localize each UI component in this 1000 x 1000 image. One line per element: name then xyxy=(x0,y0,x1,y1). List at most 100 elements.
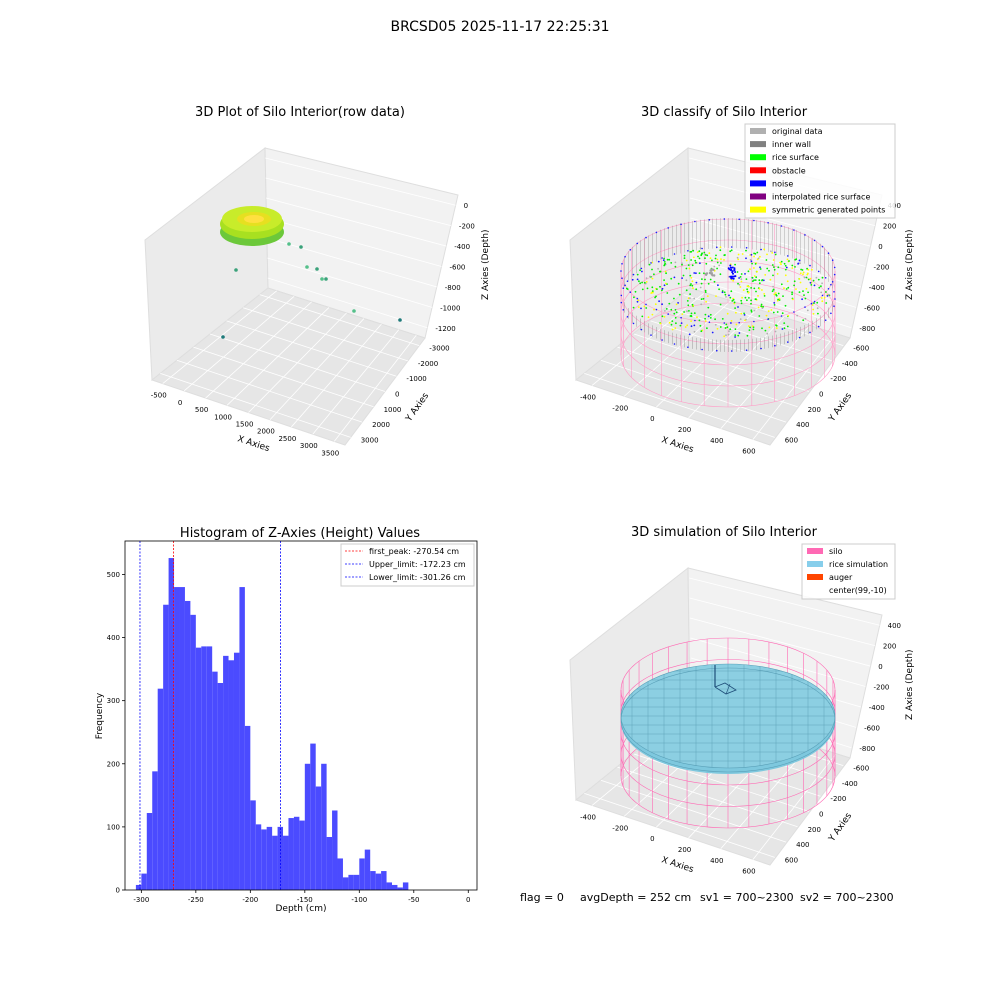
panel2-noise-point xyxy=(629,291,632,294)
panel2-data-point xyxy=(805,287,808,290)
panel2-data-point xyxy=(689,284,692,287)
panel2-data-point xyxy=(736,271,739,273)
panel2-noise-point xyxy=(661,257,663,259)
panel2-data-point xyxy=(645,307,648,309)
panel2-data-point xyxy=(693,297,696,300)
panel2-data-point xyxy=(725,334,727,337)
histogram-legend-label: first_peak: -270.54 cm xyxy=(369,547,459,556)
panel2-data-point xyxy=(738,283,741,286)
panel2-classified-points xyxy=(620,218,836,352)
panel2-data-point xyxy=(806,309,809,312)
panel2-data-point xyxy=(706,327,708,330)
panel2-data-point xyxy=(719,326,722,328)
panel2-data-point xyxy=(700,298,703,301)
panel2-data-point xyxy=(788,260,790,262)
panel4-xlabel: X Axies xyxy=(660,855,695,875)
panel2-noise-point xyxy=(824,319,827,322)
p1-y-tick: 3000 xyxy=(361,436,379,444)
panel2-data-point xyxy=(643,305,646,308)
panel2-data-point xyxy=(725,323,728,326)
panel2-data-point xyxy=(691,264,694,267)
histogram-bar xyxy=(277,826,284,890)
panel2-cluster-point xyxy=(734,275,737,278)
panel2-data-point xyxy=(803,276,806,279)
panel2-noise-point xyxy=(830,312,832,315)
panel2-data-point xyxy=(739,276,742,278)
panel2-data-point xyxy=(743,312,745,315)
panel2-data-point xyxy=(674,316,677,319)
p4-x-tick: 0 xyxy=(650,835,654,843)
panel2-noise-point xyxy=(730,246,733,248)
panel2-data-point xyxy=(661,303,663,306)
panel2-noise-point xyxy=(620,301,623,304)
panel2-data-point xyxy=(801,269,804,271)
panel2-data-point xyxy=(729,250,732,253)
panel2-data-point xyxy=(695,261,697,264)
panel2-data-point xyxy=(693,324,696,327)
panel2-data-point xyxy=(723,259,725,261)
panel2-noise-point xyxy=(730,350,733,352)
panel2-cluster-point xyxy=(729,264,732,267)
panel2-noise-point xyxy=(830,283,832,286)
panel1-outlier-point xyxy=(324,277,328,281)
panel2-data-point xyxy=(703,253,706,255)
panel2-data-point xyxy=(663,315,666,318)
panel2-data-point xyxy=(661,287,664,290)
panel2-data-point xyxy=(703,272,705,275)
histogram-bar xyxy=(348,874,354,890)
panel2-noise-point xyxy=(817,270,820,273)
panel2-data-point xyxy=(707,306,710,309)
panel2-data-point xyxy=(661,315,664,318)
p2-z-tick: 0 xyxy=(878,243,882,251)
panel2-data-point xyxy=(770,250,772,253)
panel2-data-point xyxy=(801,298,803,301)
panel2-data-point xyxy=(704,317,706,320)
histogram-bar xyxy=(402,882,409,890)
panel2-data-point xyxy=(716,327,719,330)
histogram-bar xyxy=(244,725,251,890)
panel2-data-point xyxy=(659,322,662,325)
panel2-noise-point xyxy=(767,222,769,224)
p1-z-tick: -1000 xyxy=(440,304,460,312)
panel2-data-point xyxy=(715,254,717,257)
histogram-x-tick-label: -150 xyxy=(297,896,313,904)
panel2-data-point xyxy=(747,325,750,327)
panel2-data-point xyxy=(766,267,769,270)
panel2-noise-point xyxy=(673,253,676,255)
panel-simulation: 3D simulation of Silo Interior X Axies Y… xyxy=(569,525,915,876)
panel2-data-point xyxy=(816,301,819,304)
panel2-data-point xyxy=(771,290,774,293)
p2-z-tick: -400 xyxy=(869,284,885,292)
panel2-data-point xyxy=(700,282,703,285)
panel4-auger xyxy=(714,665,737,695)
panel2-data-point xyxy=(811,304,814,306)
panel2-data-point xyxy=(772,288,775,291)
panel2-data-point xyxy=(786,325,789,328)
panel2-data-point xyxy=(823,296,826,299)
panel2-data-point xyxy=(777,298,779,301)
panel2-data-point xyxy=(686,300,689,302)
panel4-x-ticks: -400 -200 0 200 400 600 xyxy=(580,813,755,875)
panel2-data-point xyxy=(812,308,815,311)
panel2-data-point xyxy=(760,305,763,308)
panel2-data-point xyxy=(674,327,677,329)
histogram-bar xyxy=(217,682,224,890)
panel2-data-point xyxy=(741,296,743,299)
panel2-data-point xyxy=(681,277,683,279)
p2-x-tick: 400 xyxy=(710,437,723,445)
panel2-data-point xyxy=(730,320,733,322)
panel2-data-point xyxy=(723,291,726,294)
panel2-data-point xyxy=(685,259,688,262)
panel2-noise-point xyxy=(831,281,834,283)
p2-x-tick: -200 xyxy=(612,404,628,412)
histogram-bar xyxy=(233,652,240,890)
panel2-data-point xyxy=(760,303,763,306)
panel2-data-point xyxy=(656,288,658,290)
panel2-data-point xyxy=(809,277,812,280)
panel2-data-point xyxy=(735,311,737,314)
panel2-cluster-point xyxy=(729,275,732,278)
panel2-data-point xyxy=(720,262,722,264)
panel2-data-point xyxy=(705,262,708,265)
panel2-noise-point xyxy=(622,309,625,311)
